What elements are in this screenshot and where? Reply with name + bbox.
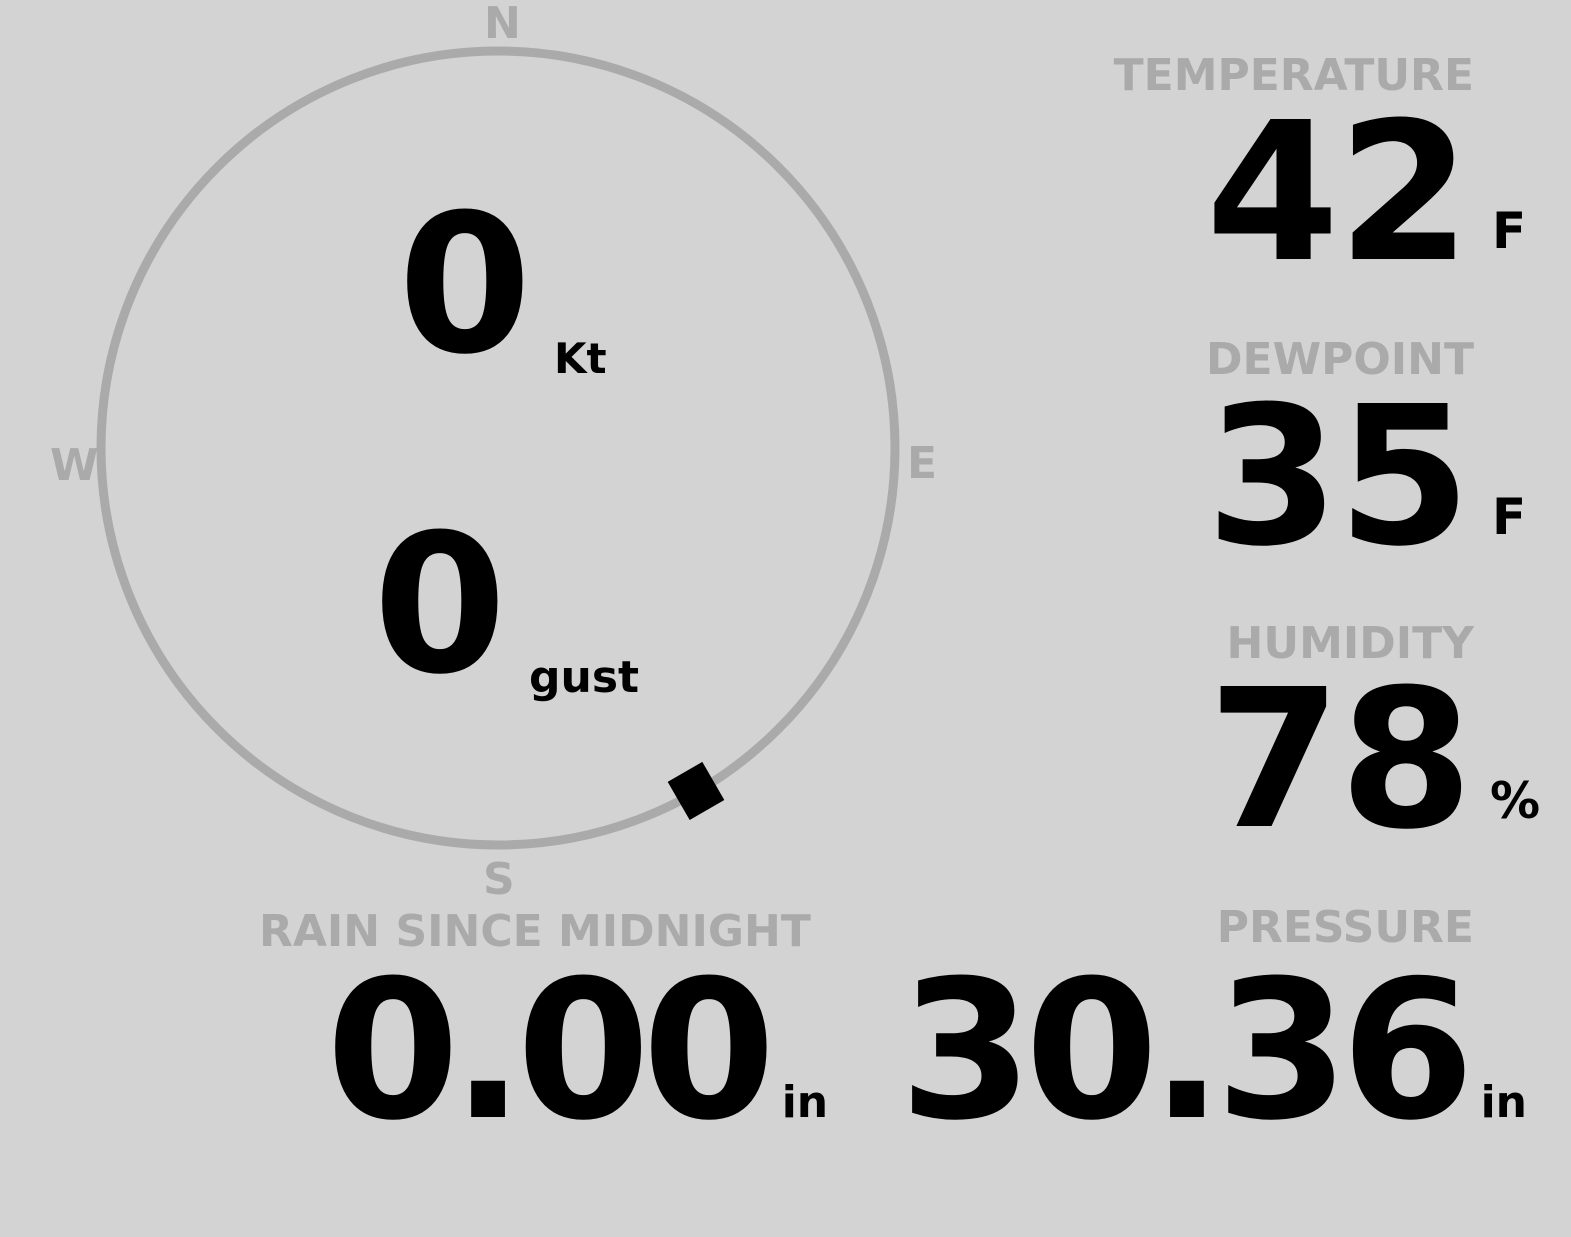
humidity-label: HUMIDITY [1226,618,1474,669]
wind-speed-value: 0 [398,174,532,397]
pressure-value: 30.36 [899,940,1474,1163]
wind-gust-value: 0 [373,494,507,717]
compass-south-label: S [483,854,515,905]
pressure-reading: 30.36 in [899,956,1527,1148]
temperature-value: 42 [1205,82,1471,305]
compass-west-label: W [50,440,99,491]
humidity-value: 78 [1207,649,1473,872]
compass-ring [96,46,900,850]
wind-gust-unit: gust [529,652,640,703]
compass-north-label: N [484,0,521,49]
wind-direction-pointer [667,761,725,820]
temperature-unit: F [1492,202,1527,260]
dewpoint-value: 35 [1205,366,1471,589]
rain-label: RAIN SINCE MIDNIGHT [259,906,811,957]
temperature-label: TEMPERATURE [1113,50,1474,101]
dewpoint-label: DEWPOINT [1206,334,1474,385]
rain-reading: 0.00 in [326,956,828,1148]
pressure-unit: in [1480,1077,1527,1128]
rain-unit: in [781,1077,829,1128]
wind-speed-unit: Kt [554,334,607,383]
dewpoint-unit: F [1492,488,1527,546]
rain-value: 0.00 [326,940,776,1163]
humidity-unit: % [1490,772,1541,830]
compass-east-label: E [907,438,938,489]
pressure-label: PRESSURE [1216,902,1474,953]
wind-compass [96,46,900,850]
